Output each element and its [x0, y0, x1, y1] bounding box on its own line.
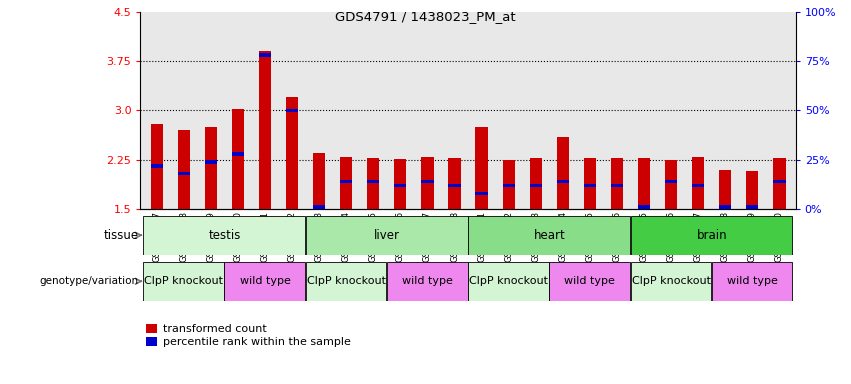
Text: brain: brain	[696, 229, 727, 242]
Bar	[286, 97, 298, 209]
Bar	[143, 216, 305, 255]
Text: genotype/variation: genotype/variation	[40, 276, 139, 286]
Bar	[549, 262, 630, 301]
Bar	[340, 180, 352, 184]
Text: ClpP knockout: ClpP knockout	[631, 276, 711, 286]
Bar	[259, 53, 271, 57]
Text: tissue: tissue	[104, 229, 139, 242]
Bar	[394, 159, 407, 209]
Bar	[313, 153, 325, 209]
Bar	[476, 127, 488, 209]
Bar	[611, 184, 623, 187]
Bar	[448, 158, 460, 209]
Bar	[476, 192, 488, 195]
Bar	[665, 160, 677, 209]
Bar	[584, 158, 596, 209]
Bar	[746, 205, 758, 209]
Bar	[692, 184, 705, 187]
Bar	[421, 157, 433, 209]
Bar	[529, 184, 542, 187]
Bar	[387, 262, 467, 301]
Bar	[151, 164, 163, 167]
Bar	[448, 184, 460, 187]
Bar	[468, 262, 549, 301]
Bar	[584, 184, 596, 187]
Text: ClpP knockout: ClpP knockout	[306, 276, 386, 286]
Bar	[367, 158, 380, 209]
Bar	[503, 160, 515, 209]
Text: testis: testis	[208, 229, 241, 242]
Bar	[468, 216, 630, 255]
Bar	[774, 158, 785, 209]
Bar	[205, 127, 217, 209]
Bar	[178, 172, 190, 175]
Legend: transformed count, percentile rank within the sample: transformed count, percentile rank withi…	[146, 324, 351, 347]
Text: wild type: wild type	[402, 276, 453, 286]
Bar	[719, 205, 731, 209]
Bar	[746, 171, 758, 209]
Bar	[151, 124, 163, 209]
Text: wild type: wild type	[727, 276, 778, 286]
Bar	[231, 109, 244, 209]
Bar	[611, 158, 623, 209]
Text: GDS4791 / 1438023_PM_at: GDS4791 / 1438023_PM_at	[335, 10, 516, 23]
Bar	[774, 180, 785, 184]
Bar	[421, 180, 433, 184]
Bar	[557, 137, 569, 209]
Bar	[394, 184, 407, 187]
Bar	[306, 262, 386, 301]
Bar	[367, 180, 380, 184]
Text: wild type: wild type	[564, 276, 615, 286]
Bar	[557, 180, 569, 184]
Text: heart: heart	[534, 229, 565, 242]
Text: liver: liver	[374, 229, 400, 242]
Bar	[711, 262, 792, 301]
Bar	[503, 184, 515, 187]
Bar	[143, 262, 224, 301]
Bar	[178, 130, 190, 209]
Bar	[306, 216, 467, 255]
Bar	[231, 152, 244, 156]
Bar	[692, 157, 705, 209]
Bar	[259, 51, 271, 209]
Bar	[529, 158, 542, 209]
Bar	[638, 205, 650, 209]
Bar	[205, 160, 217, 164]
Bar	[340, 157, 352, 209]
Bar	[631, 216, 792, 255]
Text: ClpP knockout: ClpP knockout	[469, 276, 548, 286]
Bar	[286, 109, 298, 112]
Text: ClpP knockout: ClpP knockout	[144, 276, 223, 286]
Bar	[313, 205, 325, 209]
Bar	[225, 262, 305, 301]
Bar	[631, 262, 711, 301]
Text: wild type: wild type	[239, 276, 290, 286]
Bar	[719, 170, 731, 209]
Bar	[638, 158, 650, 209]
Bar	[665, 180, 677, 184]
